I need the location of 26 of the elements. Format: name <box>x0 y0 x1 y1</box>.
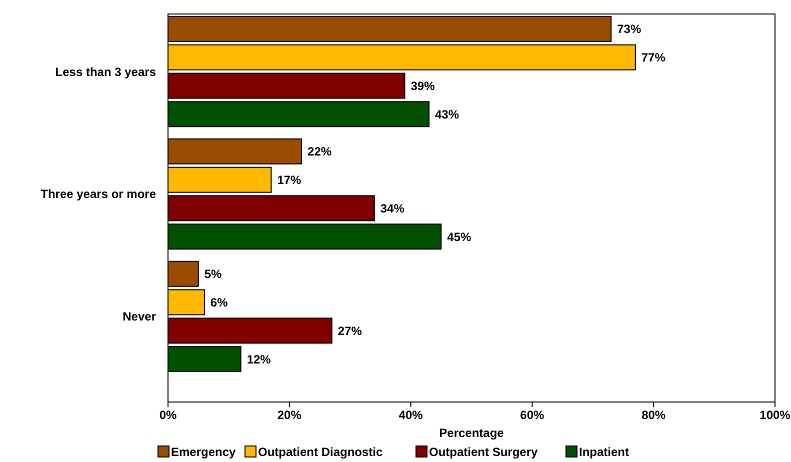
legend-label: Inpatient <box>579 445 629 459</box>
text: 22% <box>308 144 332 159</box>
text: 34% <box>380 201 404 216</box>
x-axis-title: Percentage <box>439 426 504 440</box>
y-tick-label: Less than 3 years <box>55 64 156 79</box>
legend-label: Emergency <box>171 445 236 459</box>
x-tick-label: 20% <box>277 408 302 422</box>
text: 27% <box>338 324 362 338</box>
text: 45% <box>447 230 472 244</box>
text: 6% <box>210 295 228 310</box>
x-tick-label: 60% <box>520 408 545 422</box>
y-tick-label: Never <box>122 310 156 324</box>
x-tick-label: 40% <box>398 408 424 422</box>
y-tick-label: Three years or more <box>40 187 156 202</box>
text: 5% <box>204 267 222 282</box>
text: 12% <box>246 352 271 366</box>
x-tick-label: 100% <box>760 408 791 422</box>
text: 17% <box>277 173 302 187</box>
x-tick-label: 80% <box>642 408 666 422</box>
text: 73% <box>617 22 642 36</box>
text: 39% <box>410 78 435 93</box>
x-tick-label: 0% <box>159 408 177 422</box>
legend-label: Outpatient Diagnostic <box>258 445 383 459</box>
text: 77% <box>641 50 666 65</box>
text: 43% <box>435 107 460 122</box>
legend-label: Outpatient Surgery <box>429 445 538 459</box>
